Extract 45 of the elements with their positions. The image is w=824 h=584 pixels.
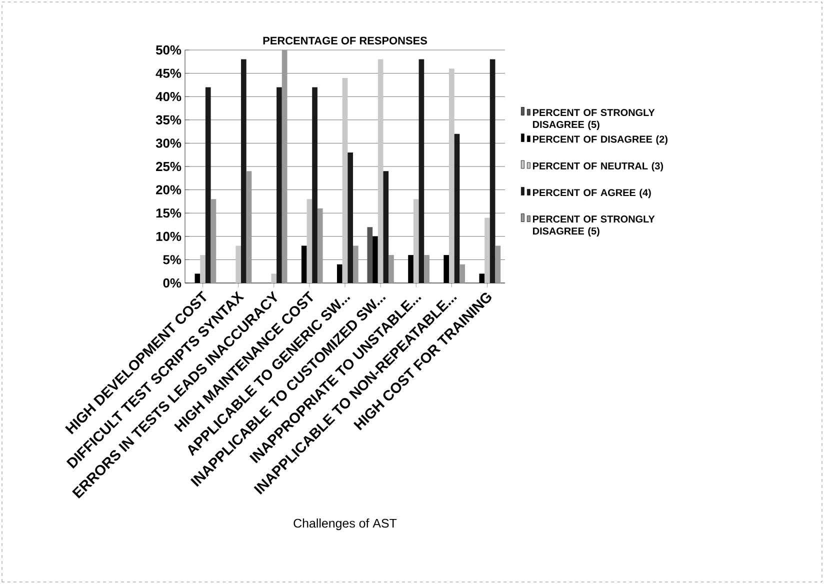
bar <box>342 78 348 283</box>
x-axis-title: Challenges of AST <box>294 518 397 530</box>
bar <box>484 218 490 283</box>
bar <box>312 87 318 283</box>
legend-label: PERCENT OF NEUTRAL (3) <box>533 162 664 172</box>
bar <box>353 246 358 283</box>
bar <box>306 199 312 283</box>
bar <box>460 264 466 283</box>
chart-title: PERCENTAGE OF RESPONSES <box>263 36 427 44</box>
bar <box>378 59 384 283</box>
bar <box>271 274 277 283</box>
y-tick-label: 40% <box>156 92 182 102</box>
bar <box>200 255 206 283</box>
bar <box>383 171 389 283</box>
bar <box>317 208 323 283</box>
bar <box>210 199 216 283</box>
bar <box>454 134 460 283</box>
legend-label: PERCENT OF STRONGLY DISAGREE (5) <box>533 216 655 236</box>
bar <box>495 246 501 283</box>
bar <box>449 68 454 283</box>
bar <box>241 59 246 283</box>
y-tick-label: 35% <box>156 115 182 124</box>
y-tick-label: 30% <box>156 138 182 148</box>
y-tick-label: 50% <box>156 45 182 55</box>
bar <box>236 246 242 283</box>
legend-label: PERCENT OF DISAGREE (2) <box>533 135 668 145</box>
bar <box>276 87 282 283</box>
y-tick-label: 15% <box>156 208 182 218</box>
y-tick-label: 20% <box>156 185 182 194</box>
y-tick-label: 10% <box>156 232 182 241</box>
y-tick-label: 5% <box>163 255 182 264</box>
bar <box>246 171 252 283</box>
bar <box>348 152 354 283</box>
bar <box>205 87 211 283</box>
bar <box>388 255 394 283</box>
bar <box>282 50 288 283</box>
bar <box>490 59 496 283</box>
legend-label: PERCENT OF AGREE (4) <box>533 188 651 198</box>
y-tick-label: 0% <box>163 278 182 288</box>
y-tick-label: 45% <box>156 68 182 78</box>
y-tick-label: 25% <box>156 162 182 172</box>
legend-label: PERCENT OF STRONGLY DISAGREE (5) <box>533 109 655 130</box>
bar <box>424 255 430 283</box>
bar <box>418 59 424 283</box>
bar <box>413 199 419 283</box>
